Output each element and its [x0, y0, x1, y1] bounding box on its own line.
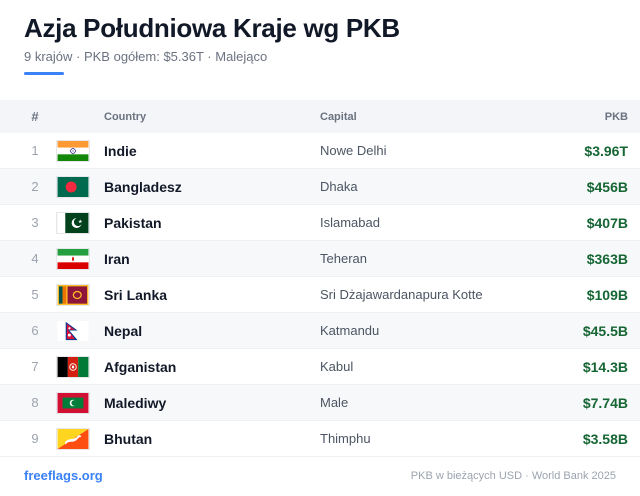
rank-cell: 9 — [31, 431, 39, 446]
maldives-flag-icon — [56, 391, 90, 414]
country-name: Sri Lanka — [104, 286, 168, 303]
capital-name: Islamabad — [320, 215, 380, 230]
country-name: Iran — [104, 250, 130, 267]
column-header-gdp: PKB — [604, 110, 628, 123]
india-flag-icon — [56, 139, 90, 162]
rank-cell: 3 — [31, 215, 39, 230]
country-name: Afganistan — [104, 358, 177, 375]
afghanistan-flag-icon — [56, 355, 90, 378]
nepal-flag-icon — [57, 320, 89, 341]
bhutan-flag-icon — [56, 427, 90, 450]
countries-table: # Country Capital PKB 1 Indie Nowe Delhi… — [0, 100, 640, 457]
capital-name: Teheran — [320, 251, 367, 266]
rank-cell: 2 — [31, 179, 39, 194]
table-header: # Country Capital PKB — [0, 100, 640, 133]
page-title: Azja Południowa Kraje wg PKB — [24, 13, 400, 43]
column-header-rank: # — [31, 109, 39, 124]
capital-name: Nowe Delhi — [320, 143, 387, 158]
page-footer: freeflags.org PKB w bieżących USD · Worl… — [24, 468, 616, 483]
gdp-value: $14.3B — [582, 358, 628, 375]
country-name: Nepal — [104, 322, 143, 339]
capital-name: Katmandu — [320, 323, 380, 338]
country-name: Bhutan — [104, 430, 153, 447]
gdp-value: $456B — [586, 178, 628, 195]
rank-cell: 4 — [31, 251, 39, 266]
source-link[interactable]: freeflags.org — [24, 468, 103, 483]
country-name: Pakistan — [104, 214, 162, 231]
rank-cell: 8 — [31, 395, 39, 410]
table-row: 9 Bhutan Thimphu $3.58B — [0, 421, 640, 457]
rank-cell: 6 — [31, 323, 39, 338]
table-row: 7 Afganistan Kabul $14.3B — [0, 349, 640, 385]
gdp-value: $45.5B — [582, 322, 628, 339]
gdp-value: $3.58B — [582, 430, 628, 447]
iran-flag-icon — [56, 247, 90, 270]
gdp-value: $3.96T — [584, 142, 628, 159]
table-row: 5 Sri Lanka Sri Dżajawardanapura Kotte $… — [0, 277, 640, 313]
table-row: 4 Iran Teheran $363B — [0, 241, 640, 277]
rank-cell: 5 — [31, 287, 39, 302]
bangladesh-flag-icon — [56, 175, 90, 198]
accent-divider — [24, 72, 64, 75]
page-header: Azja Południowa Kraje wg PKB 9 krajów · … — [24, 12, 616, 75]
column-header-capital: Capital — [320, 110, 357, 123]
table-row: 8 Malediwy Male $7.74B — [0, 385, 640, 421]
pakistan-flag-icon — [56, 211, 90, 234]
capital-name: Sri Dżajawardanapura Kotte — [320, 287, 483, 302]
column-header-country: Country — [104, 110, 147, 123]
gdp-value: $109B — [586, 286, 628, 303]
country-name: Malediwy — [104, 394, 167, 411]
table-row: 3 Pakistan Islamabad $407B — [0, 205, 640, 241]
source-note: PKB w bieżących USD · World Bank 2025 — [410, 469, 616, 482]
rank-cell: 7 — [31, 359, 39, 374]
table-row: 6 Nepal Katmandu $45.5B — [0, 313, 640, 349]
gdp-value: $363B — [586, 250, 628, 267]
table-row: 2 Bangladesz Dhaka $456B — [0, 169, 640, 205]
gdp-value: $7.74B — [582, 394, 628, 411]
country-name: Indie — [104, 142, 137, 159]
capital-name: Kabul — [320, 359, 354, 374]
country-name: Bangladesz — [104, 178, 182, 195]
sri-lanka-flag-icon — [56, 283, 90, 306]
rank-cell: 1 — [31, 143, 39, 158]
page-subtitle: 9 krajów · PKB ogółem: $5.36T · Malejąco — [24, 49, 268, 64]
gdp-value: $407B — [586, 214, 628, 231]
capital-name: Thimphu — [320, 431, 371, 446]
table-row: 1 Indie Nowe Delhi $3.96T — [0, 133, 640, 169]
capital-name: Male — [320, 395, 349, 410]
capital-name: Dhaka — [320, 179, 358, 194]
